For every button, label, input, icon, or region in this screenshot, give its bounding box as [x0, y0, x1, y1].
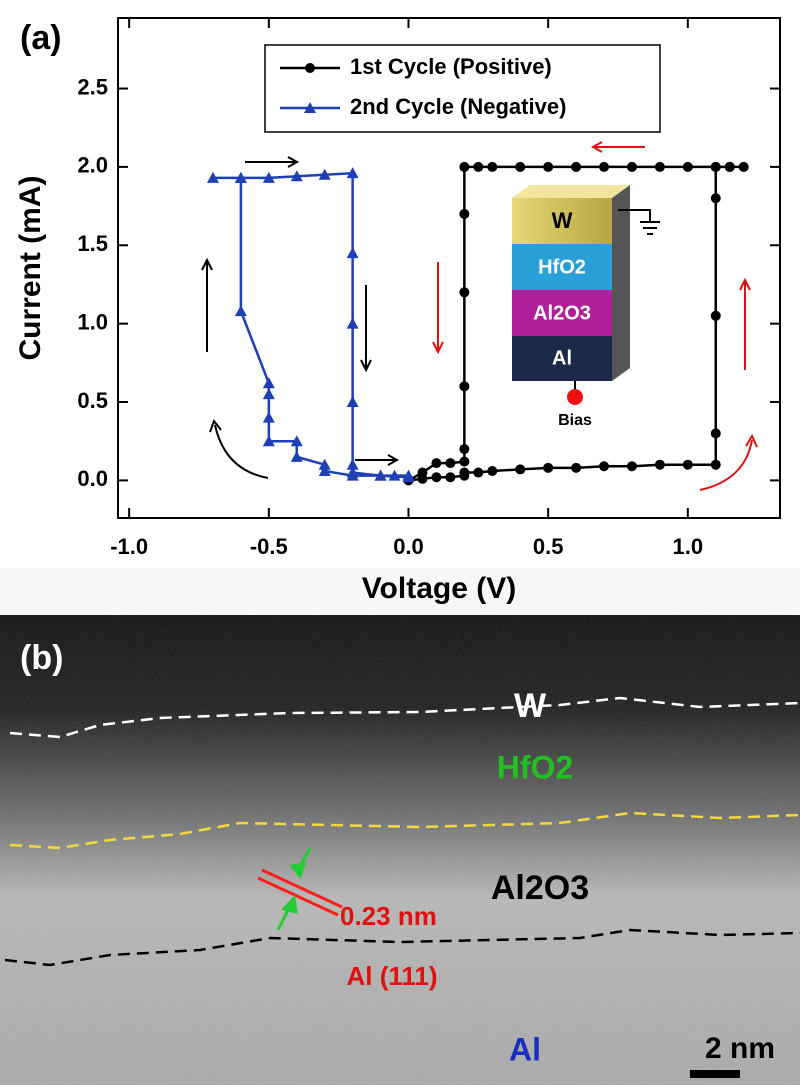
data-point	[346, 317, 359, 329]
layer-label: W	[514, 687, 547, 725]
x-tick-label: -1.0	[110, 534, 148, 559]
layer-label: W	[552, 208, 573, 233]
data-point	[234, 305, 247, 317]
y-tick-label: 0.5	[77, 388, 108, 413]
data-point	[374, 469, 387, 481]
data-point	[599, 161, 610, 172]
data-point	[206, 171, 219, 183]
data-point	[710, 193, 721, 204]
y-tick-label: 1.0	[77, 309, 108, 334]
data-point	[318, 458, 331, 470]
data-point	[417, 467, 428, 478]
y-tick-label: 2.5	[77, 74, 108, 99]
data-point	[626, 161, 637, 172]
data-point	[543, 462, 554, 473]
y-tick-label: 2.0	[77, 153, 108, 178]
x-axis-label: Voltage (V)	[362, 572, 516, 605]
data-point	[459, 456, 470, 467]
x-tick-label: 1.0	[673, 534, 704, 559]
data-point	[682, 459, 693, 470]
x-tick-label: -0.5	[250, 534, 288, 559]
data-point	[710, 459, 721, 470]
data-point	[459, 208, 470, 219]
data-point	[262, 388, 275, 400]
data-point	[459, 467, 470, 478]
data-point	[445, 458, 456, 469]
data-point	[654, 459, 665, 470]
data-point	[459, 287, 470, 298]
panel-label: (b)	[20, 639, 63, 677]
x-tick-label: 0.0	[393, 534, 424, 559]
legend-marker	[305, 63, 315, 73]
legend-box	[264, 44, 661, 133]
data-point	[346, 247, 359, 259]
panel-label: (a)	[20, 19, 62, 57]
data-point	[515, 464, 526, 475]
y-tick-label: 0.0	[77, 466, 108, 491]
data-point	[654, 161, 665, 172]
x-tick-label: 0.5	[533, 534, 564, 559]
y-axis-label: Current (mA)	[14, 176, 47, 361]
data-point	[599, 461, 610, 472]
scale-bar-label: 2 nm	[705, 1032, 775, 1065]
plane-label: Al (111)	[346, 961, 437, 991]
data-point	[318, 464, 331, 476]
data-point	[543, 161, 554, 172]
data-point	[262, 435, 275, 447]
legend-label: 2nd Cycle (Negative)	[350, 94, 566, 119]
data-point	[290, 450, 303, 462]
data-point	[710, 310, 721, 321]
data-point	[710, 428, 721, 439]
layer-label: HfO2	[497, 749, 573, 785]
data-point	[459, 444, 470, 455]
legend-label: 1st Cycle (Positive)	[350, 54, 552, 79]
plot-frame	[117, 17, 781, 519]
data-point	[487, 161, 498, 172]
data-point	[388, 469, 401, 481]
y-tick-label: 1.5	[77, 231, 108, 256]
data-point	[473, 161, 484, 172]
data-point	[738, 161, 749, 172]
data-point	[431, 472, 442, 483]
data-point	[445, 472, 456, 483]
data-point	[459, 161, 470, 172]
data-point	[682, 161, 693, 172]
bias-label: Bias	[558, 412, 592, 429]
layer-label: Al2O3	[491, 869, 589, 907]
layer-label: Al	[552, 347, 572, 369]
data-point	[724, 161, 735, 172]
data-point	[515, 161, 526, 172]
data-point	[431, 458, 442, 469]
data-point	[487, 465, 498, 476]
data-point	[262, 377, 275, 389]
data-point	[290, 435, 303, 447]
data-point	[262, 171, 275, 183]
data-point	[402, 471, 415, 483]
data-point	[571, 161, 582, 172]
layer-label: Al2O3	[533, 302, 591, 324]
data-point	[346, 396, 359, 408]
data-point	[234, 171, 247, 183]
data-point	[626, 461, 637, 472]
sweep-arrows	[201, 141, 758, 491]
data-point	[318, 168, 331, 180]
data-point	[459, 381, 470, 392]
data-point	[571, 462, 582, 473]
layer-label: Al	[509, 1031, 541, 1067]
data-point	[346, 466, 359, 478]
data-point	[346, 167, 359, 179]
data-point	[473, 467, 484, 478]
tem-image: (b) W HfO2 Al2O3 0.23 nm Al (111) Al 2 n…	[0, 615, 800, 1085]
data-point	[262, 411, 275, 423]
layer-label: HfO2	[538, 256, 586, 278]
spacing-label: 0.23 nm	[340, 901, 437, 931]
data-point	[346, 458, 359, 470]
data-point	[710, 161, 721, 172]
series-line	[212, 171, 409, 479]
device-inset: W HfO2 Al2O3 Al Bias	[512, 185, 660, 429]
data-point	[290, 170, 303, 182]
legend-marker	[304, 102, 316, 113]
